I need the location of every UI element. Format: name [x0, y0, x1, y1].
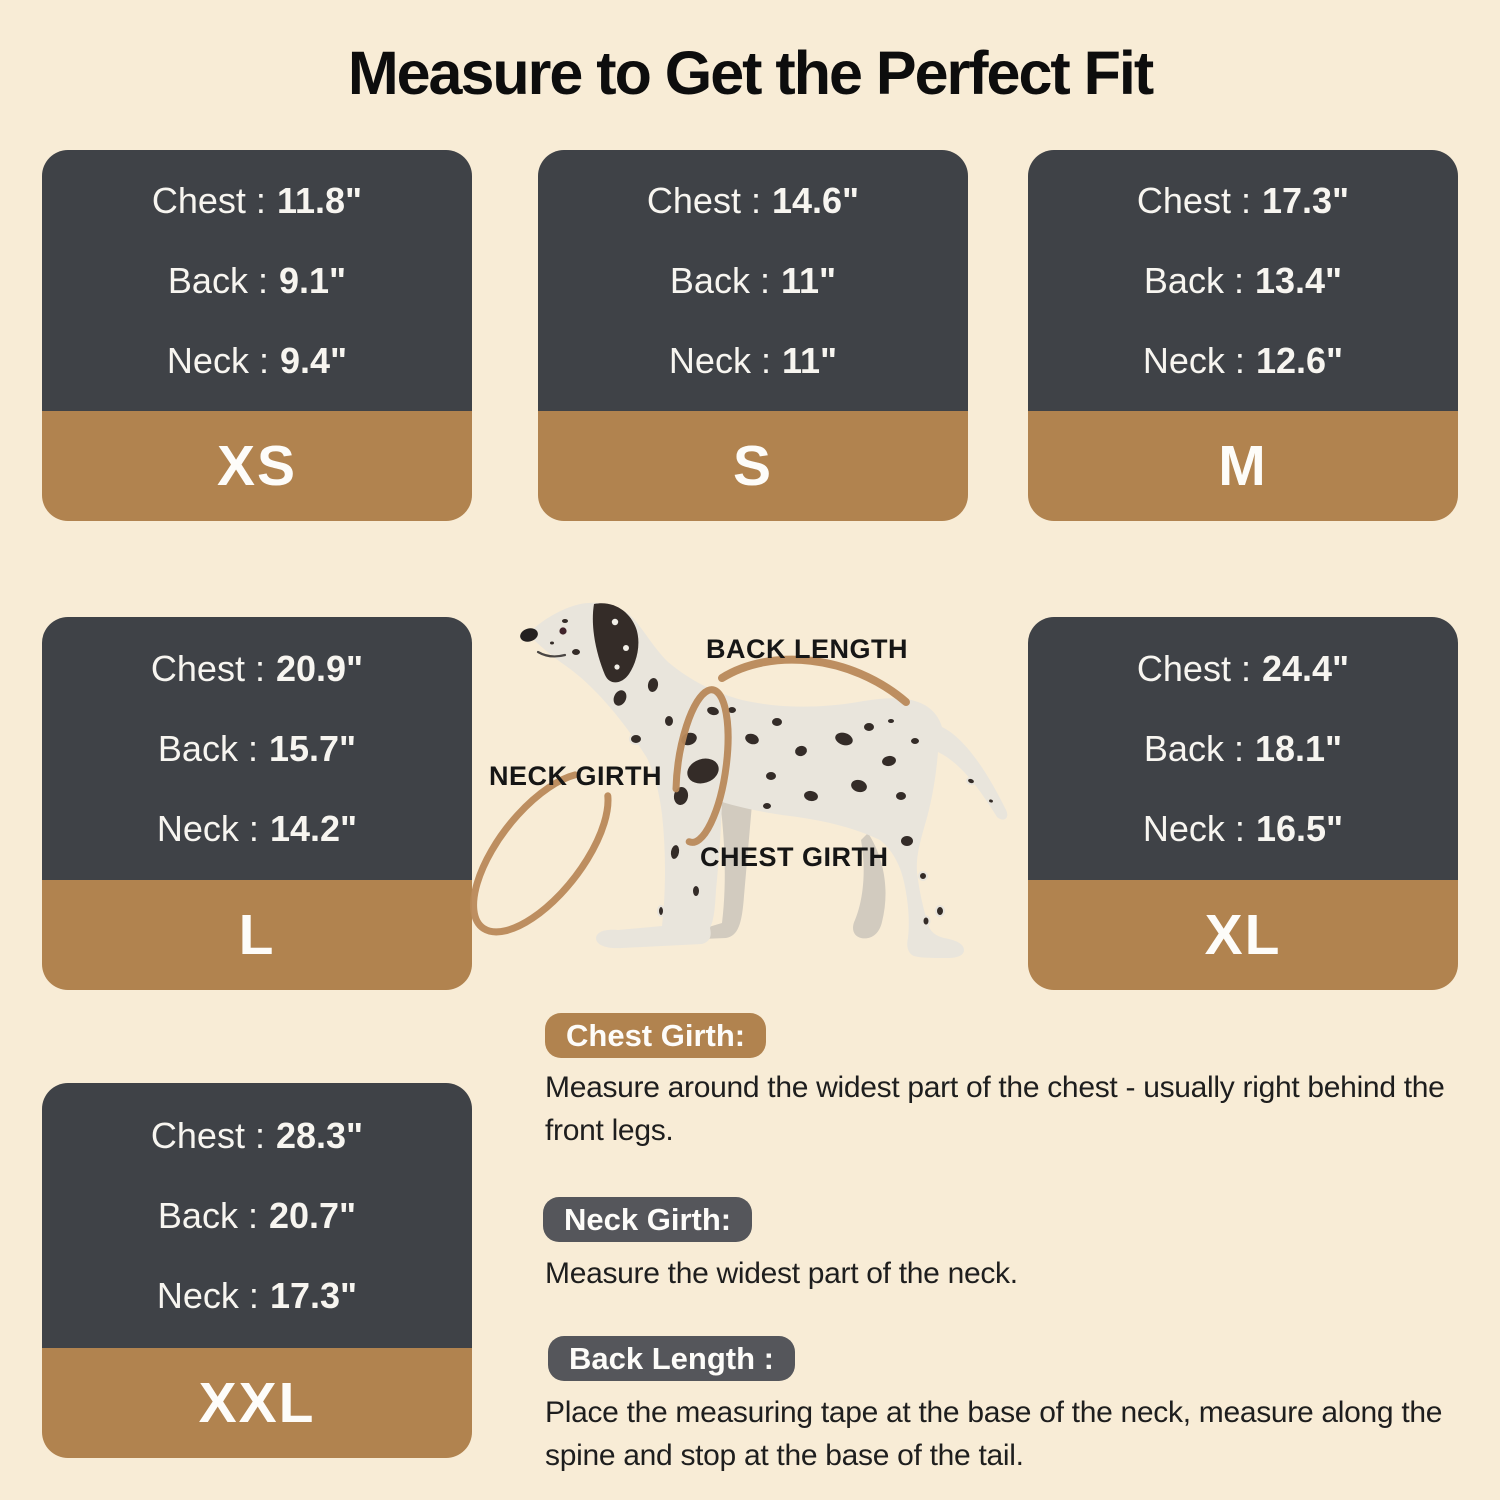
- measure-value: 9.4": [279, 340, 348, 381]
- dog-ear-dots: [611, 618, 629, 670]
- measurement-row: Neck :12.6": [1028, 334, 1458, 387]
- measuring-tape-arcs: [470, 655, 910, 936]
- size-badge-l: L: [42, 880, 472, 990]
- back-length-tape: [718, 655, 910, 706]
- measure-label: Back :: [1143, 728, 1244, 769]
- measure-value: 20.9": [275, 648, 364, 689]
- chest-girth-tape: [672, 686, 732, 846]
- measurement-row: Back :13.4": [1028, 254, 1458, 307]
- measure-value: 20.7": [268, 1195, 357, 1236]
- dog-illustration: [470, 590, 1030, 1020]
- measure-value: 16.5": [1255, 808, 1344, 849]
- measurement-row: Back :11": [538, 254, 968, 307]
- measure-label: Chest :: [151, 180, 266, 221]
- measurement-row: Back :9.1": [42, 254, 472, 307]
- measurement-row: Chest :20.9": [42, 642, 472, 695]
- dog-spots: [548, 617, 995, 927]
- measurement-row: Back :15.7": [42, 722, 472, 775]
- measure-label: Back :: [157, 728, 258, 769]
- measure-label: Neck :: [166, 340, 269, 381]
- measure-label: Neck :: [156, 1275, 259, 1316]
- measure-label: Neck :: [1142, 808, 1245, 849]
- neck-girth-tape: [470, 771, 612, 936]
- measure-label: Back :: [157, 1195, 258, 1236]
- measure-label: Chest :: [1136, 180, 1251, 221]
- measure-label: Neck :: [1142, 340, 1245, 381]
- page-title: Measure to Get the Perfect Fit: [347, 39, 1154, 107]
- measurement-row: Neck :17.3": [42, 1269, 472, 1322]
- measurement-row: Chest :14.6": [538, 174, 968, 227]
- measure-value: 12.6": [1255, 340, 1344, 381]
- measure-label: Neck :: [668, 340, 771, 381]
- size-badge-xl: XL: [1028, 880, 1458, 990]
- measurement-row: Neck :11": [538, 334, 968, 387]
- size-card-xl: Chest :24.4" Back :18.1" Neck :16.5" XL: [1028, 617, 1458, 990]
- label-back-length: BACK LENGTH: [706, 634, 908, 664]
- measure-label: Back :: [167, 260, 268, 301]
- measure-label: Chest :: [150, 1115, 265, 1156]
- guide-text-chest-girth: Measure around the widest part of the ch…: [545, 1071, 1445, 1147]
- measure-value: 14.2": [269, 808, 358, 849]
- size-badge-xxl: XXL: [42, 1348, 472, 1458]
- size-card-m: Chest :17.3" Back :13.4" Neck :12.6" M: [1028, 150, 1458, 521]
- guide-text-neck-girth: Measure the widest part of the neck.: [545, 1257, 1018, 1290]
- card-measurements: Chest :11.8" Back :9.1" Neck :9.4": [42, 150, 472, 411]
- measurement-row: Chest :28.3": [42, 1109, 472, 1162]
- label-chest-girth: CHEST GIRTH: [700, 842, 889, 872]
- measure-label: Back :: [1143, 260, 1244, 301]
- measure-value: 24.4": [1261, 648, 1350, 689]
- measurement-row: Neck :9.4": [42, 334, 472, 387]
- dog-ear: [592, 603, 639, 683]
- measure-label: Back :: [669, 260, 770, 301]
- measurement-row: Chest :24.4": [1028, 642, 1458, 695]
- guide-pill-back-length: Back Length :: [548, 1336, 795, 1381]
- measurement-row: Chest :11.8": [42, 174, 472, 227]
- measure-value: 15.7": [268, 728, 357, 769]
- measure-label: Neck :: [156, 808, 259, 849]
- size-card-s: Chest :14.6" Back :11" Neck :11" S: [538, 150, 968, 521]
- measure-value: 13.4": [1254, 260, 1343, 301]
- measure-value: 9.1": [278, 260, 347, 301]
- guide-pill-neck-girth: Neck Girth:: [543, 1197, 753, 1242]
- dog-far-legs: [696, 800, 886, 939]
- guide-pill-chest-girth: Chest Girth:: [545, 1013, 767, 1058]
- size-badge-s: S: [538, 411, 968, 521]
- measure-value: 14.6": [771, 180, 860, 221]
- measurement-row: Neck :14.2": [42, 802, 472, 855]
- size-badge-m: M: [1028, 411, 1458, 521]
- measure-value: 18.1": [1254, 728, 1343, 769]
- measure-label: Chest :: [1136, 648, 1251, 689]
- card-measurements: Chest :28.3" Back :20.7" Neck :17.3": [42, 1083, 472, 1348]
- size-card-xs: Chest :11.8" Back :9.1" Neck :9.4" XS: [42, 150, 472, 521]
- measure-value: 28.3": [275, 1115, 364, 1156]
- label-neck-girth: NECK GIRTH: [489, 761, 662, 791]
- measurement-row: Back :20.7": [42, 1189, 472, 1242]
- size-card-xxl: Chest :28.3" Back :20.7" Neck :17.3" XXL: [42, 1083, 472, 1458]
- measure-value: 11.8": [276, 180, 363, 221]
- dog-mouth: [536, 650, 567, 658]
- measure-label: Chest :: [150, 648, 265, 689]
- measure-label: Chest :: [646, 180, 761, 221]
- guide-text-back-length: Place the measuring tape at the base of …: [545, 1396, 1443, 1472]
- measure-value: 17.3": [269, 1275, 358, 1316]
- measurement-row: Chest :17.3": [1028, 174, 1458, 227]
- card-measurements: Chest :17.3" Back :13.4" Neck :12.6": [1028, 150, 1458, 411]
- size-card-l: Chest :20.9" Back :15.7" Neck :14.2" L: [42, 617, 472, 990]
- dog-nose: [520, 628, 538, 642]
- dog-svg: [470, 602, 1008, 958]
- card-measurements: Chest :24.4" Back :18.1" Neck :16.5": [1028, 617, 1458, 880]
- measurement-row: Neck :16.5": [1028, 802, 1458, 855]
- size-badge-xs: XS: [42, 411, 472, 521]
- dog-eye: [559, 627, 567, 635]
- measure-value: 17.3": [1261, 180, 1350, 221]
- card-measurements: Chest :14.6" Back :11" Neck :11": [538, 150, 968, 411]
- measure-value: 11": [780, 260, 837, 301]
- measure-value: 11": [781, 340, 838, 381]
- card-measurements: Chest :20.9" Back :15.7" Neck :14.2": [42, 617, 472, 880]
- measurement-row: Back :18.1": [1028, 722, 1458, 775]
